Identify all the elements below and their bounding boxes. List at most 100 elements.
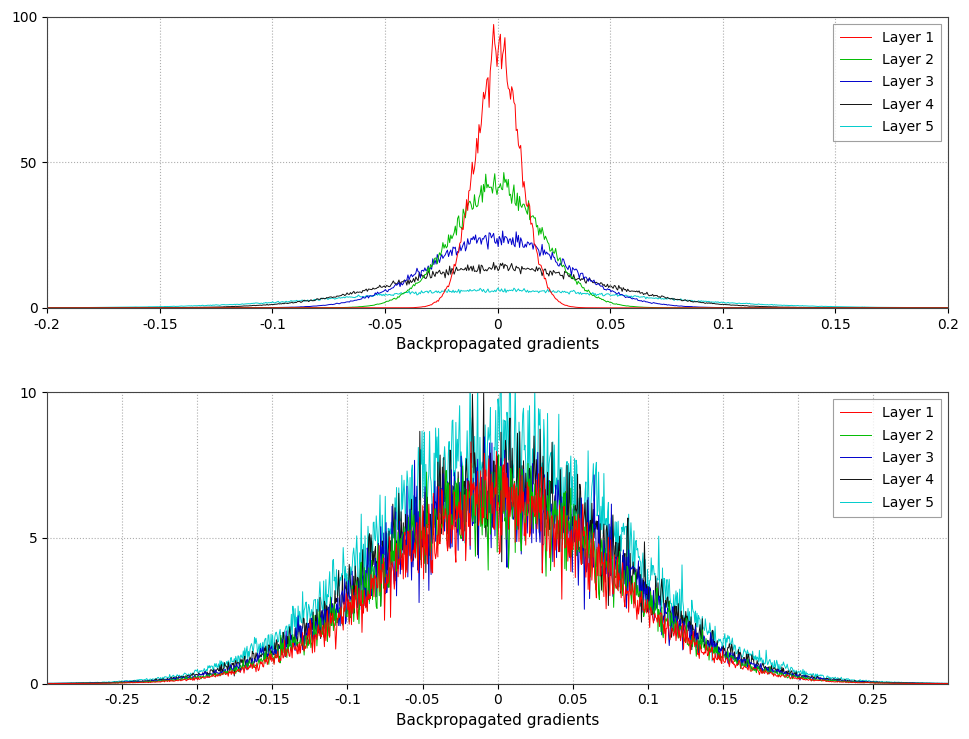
Layer 3	[535, 512, 547, 521]
Layer 2	[534, 483, 546, 492]
Layer 5	[97, 303, 109, 312]
Layer 4	[487, 258, 499, 267]
Layer 3	[432, 491, 444, 500]
Legend: Layer 1, Layer 2, Layer 3, Layer 4, Layer 5: Layer 1, Layer 2, Layer 3, Layer 4, Laye…	[832, 24, 940, 140]
Layer 1	[345, 620, 357, 629]
Layer 2	[345, 613, 357, 622]
Layer 2	[42, 679, 53, 688]
Layer 4	[42, 304, 53, 313]
Layer 3	[478, 432, 489, 441]
Layer 3	[42, 304, 53, 313]
Layer 3	[496, 227, 508, 236]
Layer 3	[43, 679, 54, 688]
Layer 2	[42, 304, 53, 313]
Line: Layer 2: Layer 2	[47, 455, 947, 684]
Layer 2	[497, 168, 509, 177]
Line: Layer 2: Layer 2	[47, 172, 947, 308]
Layer 5	[725, 299, 736, 307]
Layer 5	[940, 303, 952, 312]
Line: Layer 1: Layer 1	[47, 24, 947, 308]
Line: Layer 3: Layer 3	[47, 231, 947, 308]
Layer 3	[516, 528, 527, 537]
Layer 1	[487, 20, 499, 29]
Layer 5	[345, 562, 357, 571]
Layer 1	[97, 304, 109, 313]
Layer 5	[492, 284, 504, 293]
Layer 2	[941, 304, 953, 313]
Layer 1	[615, 304, 627, 313]
Layer 4	[817, 303, 828, 312]
Layer 4	[97, 304, 109, 313]
Layer 4	[345, 582, 357, 590]
Layer 4	[42, 679, 53, 688]
Layer 2	[817, 304, 828, 313]
Layer 1	[588, 304, 600, 313]
Layer 1	[565, 302, 577, 311]
Layer 4	[161, 676, 172, 685]
Layer 5	[817, 302, 828, 311]
Line: Layer 5: Layer 5	[47, 342, 947, 684]
Layer 4	[615, 287, 627, 296]
Layer 4	[431, 457, 443, 466]
Layer 2	[161, 676, 172, 685]
Layer 3	[615, 290, 627, 299]
Layer 5	[431, 477, 443, 486]
Layer 1	[535, 527, 547, 536]
Layer 1	[516, 471, 527, 480]
Layer 3	[345, 595, 357, 604]
Layer 1	[162, 677, 173, 686]
Layer 5	[941, 679, 953, 688]
Layer 5	[588, 289, 600, 298]
Layer 1	[47, 679, 58, 688]
Layer 5	[504, 338, 516, 347]
Layer 2	[588, 292, 600, 301]
Layer 2	[941, 679, 953, 688]
Layer 4	[725, 301, 736, 310]
Layer 4	[515, 539, 526, 548]
Layer 5	[193, 668, 204, 677]
Layer 4	[941, 304, 953, 313]
Layer 4	[193, 669, 204, 678]
Layer 5	[515, 476, 526, 485]
Layer 4	[478, 386, 489, 395]
Layer 2	[431, 541, 443, 550]
Layer 3	[162, 675, 173, 684]
Layer 3	[817, 304, 828, 313]
Layer 1	[941, 304, 953, 313]
Layer 5	[534, 405, 546, 414]
Layer 2	[725, 304, 736, 313]
Line: Layer 1: Layer 1	[47, 442, 947, 684]
Layer 1	[42, 304, 53, 313]
Layer 3	[941, 304, 953, 313]
Line: Layer 4: Layer 4	[47, 391, 947, 684]
Layer 5	[615, 290, 627, 299]
Legend: Layer 1, Layer 2, Layer 3, Layer 4, Layer 5: Layer 1, Layer 2, Layer 3, Layer 4, Laye…	[832, 399, 940, 517]
Line: Layer 3: Layer 3	[47, 437, 947, 684]
Layer 2	[492, 451, 504, 460]
Layer 5	[565, 287, 577, 296]
Layer 1	[194, 675, 205, 684]
Layer 5	[941, 303, 953, 312]
Layer 3	[42, 679, 53, 688]
Layer 3	[97, 304, 109, 313]
Layer 4	[565, 274, 577, 283]
Layer 4	[534, 425, 546, 434]
Layer 1	[432, 482, 444, 491]
Layer 3	[588, 279, 600, 287]
Layer 1	[464, 437, 476, 446]
Layer 1	[941, 679, 953, 688]
Layer 4	[936, 679, 948, 688]
X-axis label: Backpropagated gradients: Backpropagated gradients	[395, 337, 599, 353]
Layer 4	[588, 278, 600, 287]
Layer 3	[725, 303, 736, 312]
Layer 1	[817, 304, 828, 313]
Layer 3	[194, 670, 205, 678]
Layer 5	[42, 679, 53, 688]
Layer 4	[941, 679, 953, 688]
Layer 2	[515, 547, 526, 556]
Line: Layer 4: Layer 4	[47, 262, 947, 308]
Layer 1	[42, 679, 53, 688]
Layer 1	[725, 304, 736, 313]
Layer 2	[565, 273, 577, 282]
Layer 3	[941, 679, 953, 688]
